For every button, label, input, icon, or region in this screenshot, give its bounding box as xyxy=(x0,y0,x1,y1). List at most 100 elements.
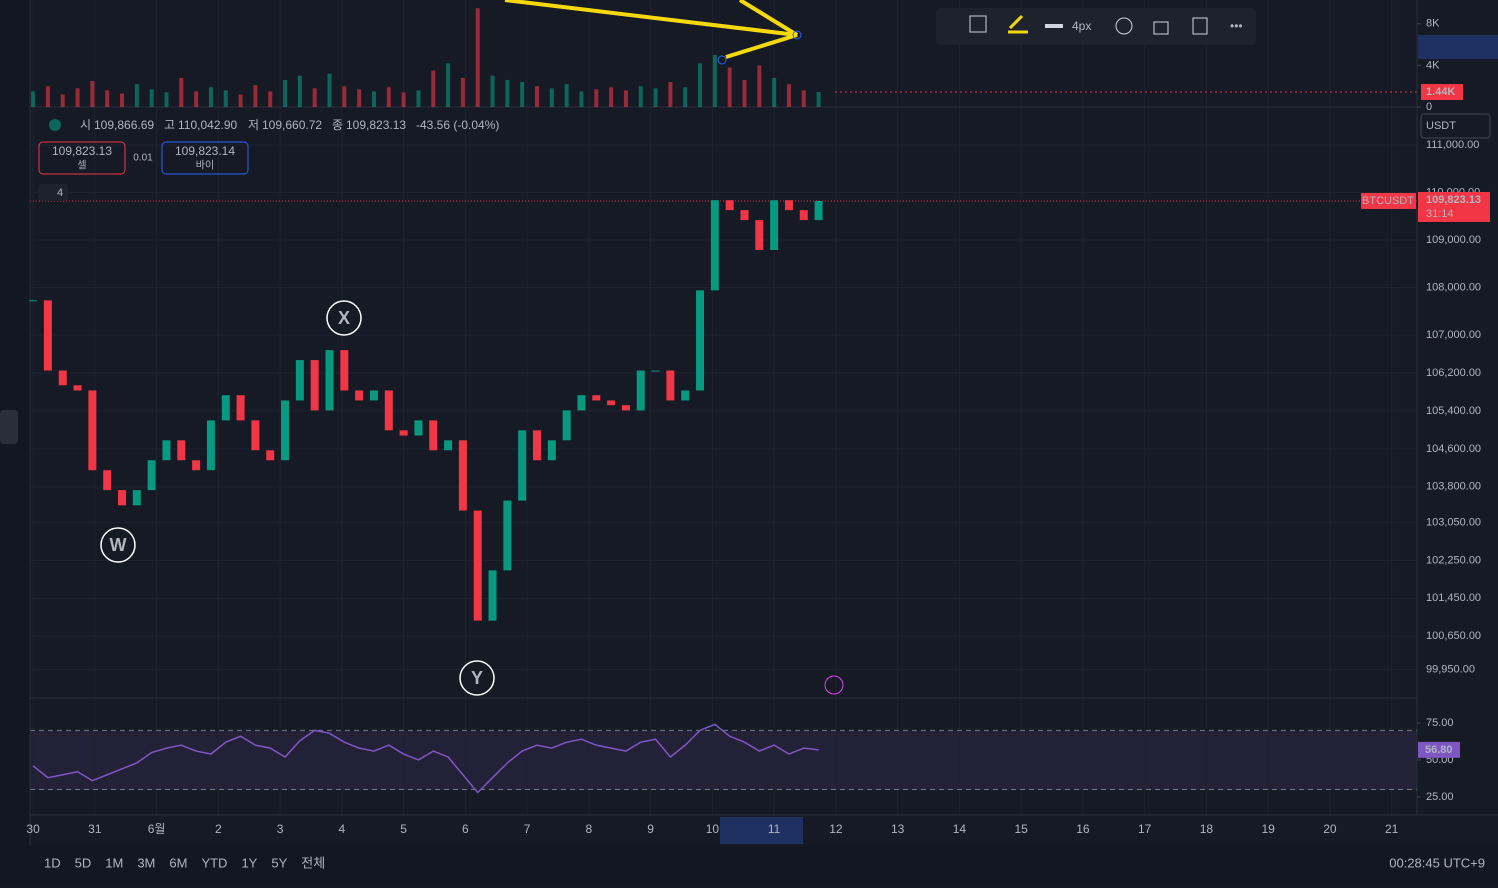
y-tick-label: 102,250.00 xyxy=(1426,554,1481,566)
indicators-count[interactable]: 4 xyxy=(57,187,63,199)
volume-bar xyxy=(816,92,821,107)
range-highlight xyxy=(720,817,803,844)
timeframe[interactable]: 6M xyxy=(169,855,187,870)
sell-label[interactable]: 셀 xyxy=(77,160,86,172)
indicators-toggle[interactable] xyxy=(38,184,68,201)
volume-bar xyxy=(727,67,732,107)
y-tick-label: 75.00 xyxy=(1426,717,1454,729)
candle xyxy=(770,200,779,250)
volume-bar xyxy=(549,88,554,107)
volume-bar xyxy=(268,91,273,107)
x-tick-label: 16 xyxy=(1076,822,1090,836)
currency[interactable]: USDT xyxy=(1426,120,1456,132)
x-tick-label: 10 xyxy=(706,822,720,836)
wave-marker[interactable] xyxy=(459,660,495,696)
y-tick-label: 0 xyxy=(1426,101,1432,113)
tool-icon[interactable] xyxy=(1008,14,1028,34)
x-tick-label: 31 xyxy=(88,822,102,836)
candle xyxy=(533,430,542,461)
sell-button[interactable] xyxy=(38,141,126,175)
axis-highlight xyxy=(1418,35,1498,59)
label-box xyxy=(1421,84,1463,101)
y-tick-label: 111,000.00 xyxy=(1426,139,1479,151)
tool-icon[interactable] xyxy=(1192,17,1208,35)
candle xyxy=(725,200,734,211)
wave-label[interactable]: W xyxy=(110,535,127,555)
candle xyxy=(118,490,127,506)
candle xyxy=(710,200,719,291)
volume-bar xyxy=(712,55,717,107)
sell-price[interactable]: 109,823.13 xyxy=(52,144,112,158)
candle xyxy=(666,370,675,401)
line-width[interactable]: 4px xyxy=(1072,19,1091,33)
x-tick-label: 15 xyxy=(1014,822,1028,836)
ohlc-label: 저 xyxy=(248,118,259,132)
tool-icon[interactable] xyxy=(969,15,987,33)
candle xyxy=(696,290,705,391)
tool-active[interactable] xyxy=(0,410,18,444)
drawing[interactable] xyxy=(504,0,799,59)
volume-bar xyxy=(105,90,110,107)
currency-select[interactable] xyxy=(1420,113,1491,139)
candle xyxy=(266,450,275,461)
y-tick-label: 106,200.00 xyxy=(1426,367,1481,379)
candle xyxy=(503,500,512,571)
timeframe[interactable]: 전체 xyxy=(301,855,325,870)
timeframe[interactable]: 1M xyxy=(105,855,123,870)
volume-bar xyxy=(623,90,628,107)
alert-icon[interactable] xyxy=(824,675,844,695)
x-tick-label: 17 xyxy=(1138,822,1152,836)
buy-price[interactable]: 109,823.14 xyxy=(175,144,235,158)
volume-bar xyxy=(579,91,584,107)
y-tick-label: 103,800.00 xyxy=(1426,481,1481,493)
volume-bar xyxy=(401,92,406,107)
volume-bar xyxy=(772,77,777,107)
wave-label[interactable]: X xyxy=(338,308,350,328)
timeframe[interactable]: 5D xyxy=(75,855,92,870)
more[interactable]: ••• xyxy=(1230,19,1243,33)
timeframe[interactable]: 5Y xyxy=(271,855,287,870)
volume-bar xyxy=(564,84,569,107)
candle xyxy=(340,350,349,391)
buy-label[interactable]: 바이 xyxy=(196,160,214,172)
x-tick-label: 11 xyxy=(768,822,781,836)
candle xyxy=(636,370,645,411)
timeframe[interactable]: YTD xyxy=(201,855,227,870)
tool-icon[interactable] xyxy=(1115,17,1133,35)
rsi-value-label: 56.80 xyxy=(1425,744,1453,756)
ohlc-label: 시 xyxy=(80,118,91,132)
volume-bar xyxy=(742,79,747,107)
tool-icon[interactable] xyxy=(1153,21,1169,35)
x-tick-label: 9 xyxy=(647,822,654,836)
volume-bar xyxy=(416,90,421,107)
volume-bar xyxy=(386,87,391,107)
handle[interactable] xyxy=(792,30,802,40)
handle[interactable] xyxy=(717,55,727,65)
wave-label[interactable]: Y xyxy=(471,668,483,688)
x-tick-label: 4 xyxy=(339,822,346,836)
candle xyxy=(784,200,793,211)
ohlc-value: 109,866.69 xyxy=(94,118,154,132)
volume-bar xyxy=(253,85,258,107)
label-box xyxy=(1418,741,1460,758)
buy-button[interactable] xyxy=(161,141,249,175)
timeframe[interactable]: 3M xyxy=(137,855,155,870)
ohlc-value: 110,042.90 xyxy=(178,118,237,132)
volume-bar xyxy=(357,89,362,107)
candle xyxy=(621,405,630,411)
volume-bar xyxy=(238,94,243,107)
volume-bar xyxy=(475,8,480,108)
x-tick-label: 18 xyxy=(1200,822,1214,836)
candle xyxy=(414,420,423,436)
timeframe[interactable]: 1Y xyxy=(241,855,257,870)
ohlc-value: 109,660.72 xyxy=(262,118,322,132)
wave-marker[interactable] xyxy=(100,527,136,563)
y-tick-label: 103,050.00 xyxy=(1426,516,1481,528)
x-tick-label: 6 xyxy=(462,822,469,836)
timeframe[interactable]: 1D xyxy=(44,855,61,870)
ohlc-change: -43.56 (-0.04%) xyxy=(416,118,499,132)
candle xyxy=(473,510,482,621)
x-tick-label: 8 xyxy=(586,822,593,836)
volume-bar xyxy=(327,73,332,107)
wave-marker[interactable] xyxy=(326,300,362,336)
